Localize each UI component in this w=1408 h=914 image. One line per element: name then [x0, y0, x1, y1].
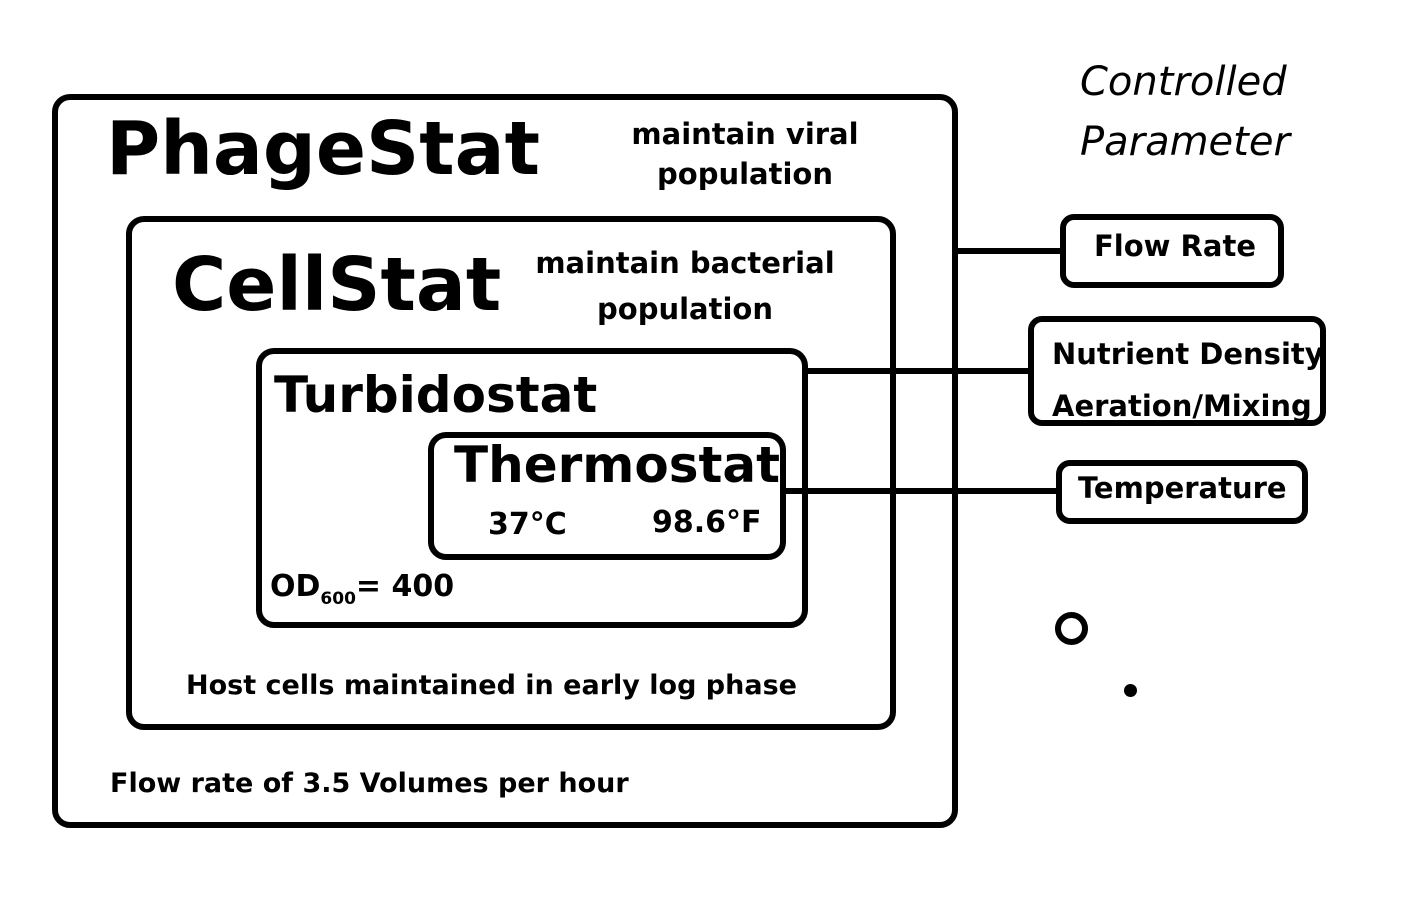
cellstat-description: maintain bacterial population	[530, 240, 840, 332]
phagestat-footer: Flow rate of 3.5 Volumes per hour	[110, 768, 629, 799]
flow-rate-box	[1060, 214, 1284, 288]
phagestat-description: maintain viral population	[620, 114, 870, 194]
nutrient-aeration-labels: Nutrient Density Aeration/Mixing	[1052, 328, 1324, 432]
aeration-mixing-label: Aeration/Mixing	[1052, 389, 1312, 423]
temperature-celsius: 37°C	[488, 507, 567, 542]
od-equals-value: = 400	[355, 569, 455, 604]
temperature-fahrenheit: 98.6°F	[652, 505, 762, 540]
cellstat-footer: Host cells maintained in early log phase	[186, 670, 797, 701]
phagestat-title: PhageStat	[106, 106, 540, 192]
od-prefix: OD	[270, 569, 321, 604]
flow-rate-label: Flow Rate	[1094, 229, 1256, 263]
ring-mark	[1055, 612, 1088, 645]
od-subscript: 600	[320, 589, 356, 609]
controlled-parameter-line1: Controlled	[1080, 59, 1287, 105]
controlled-parameter-heading: Controlled Parameter	[1080, 52, 1290, 172]
nutrient-aeration-box	[1028, 316, 1326, 426]
od600-value: OD600= 400	[270, 572, 454, 608]
connector-temperature	[784, 488, 1058, 494]
phagestat-description-line1: maintain viral	[631, 117, 859, 151]
controlled-parameter-line2: Parameter	[1080, 119, 1290, 165]
dot-mark	[1124, 684, 1137, 697]
phagestat-description-line2: population	[657, 157, 833, 191]
thermostat-box	[428, 432, 786, 560]
cellstat-description-line1: maintain bacterial	[535, 246, 835, 280]
turbidostat-title: Turbidostat	[274, 366, 598, 424]
temperature-box	[1056, 460, 1308, 524]
thermostat-title: Thermostat	[454, 436, 781, 494]
connector-flow-rate	[958, 248, 1062, 254]
nutrient-density-label: Nutrient Density	[1052, 337, 1324, 371]
connector-nutrient-density	[806, 368, 1030, 374]
temperature-label: Temperature	[1078, 471, 1287, 505]
cellstat-description-line2: population	[597, 292, 773, 326]
cellstat-title: CellStat	[172, 242, 502, 328]
